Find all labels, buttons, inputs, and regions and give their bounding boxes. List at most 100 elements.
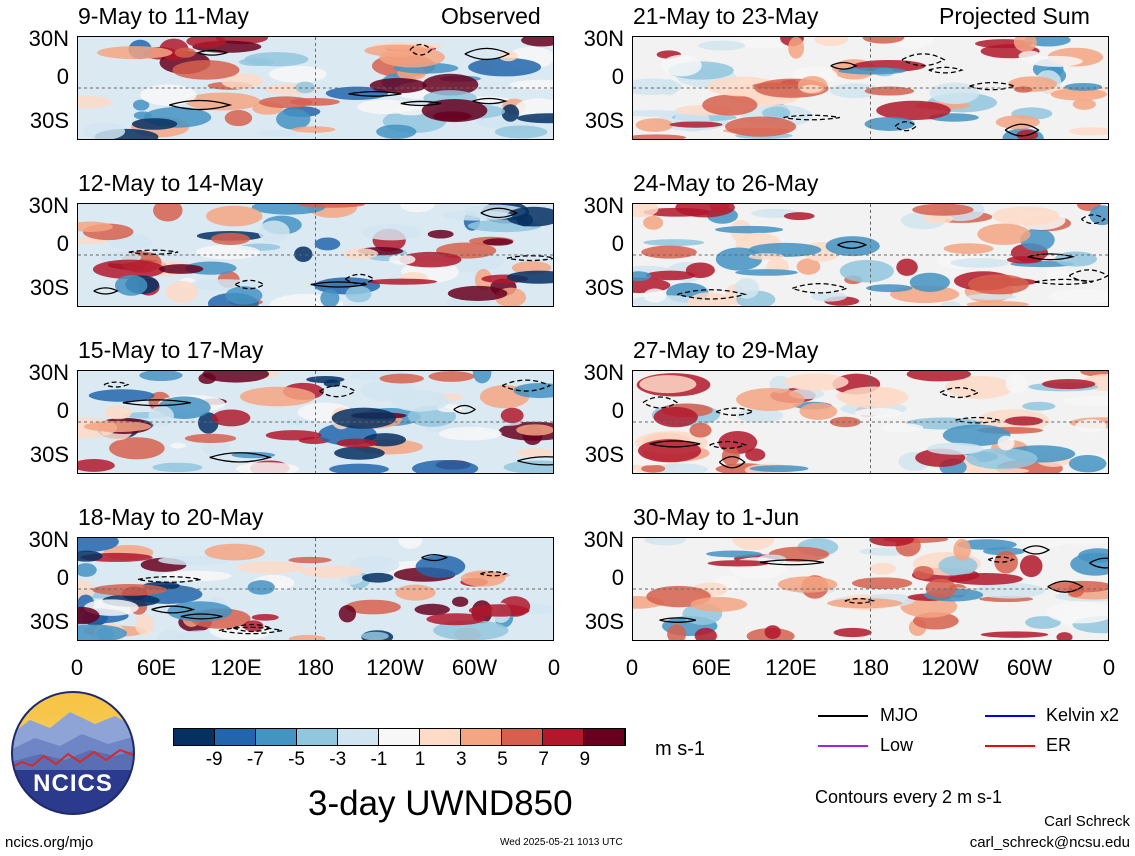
anomaly-blob — [184, 433, 237, 443]
author: Carl Schreck — [1044, 813, 1130, 830]
map-panel — [632, 203, 1109, 307]
anomaly-blob — [82, 122, 126, 139]
anomaly-blob — [506, 270, 553, 284]
anomaly-blob — [1062, 396, 1108, 407]
anomaly-blob — [506, 206, 553, 227]
anomaly-blob — [206, 205, 263, 227]
anomaly-blob — [336, 438, 378, 448]
colorbar-tick-label: -1 — [370, 749, 388, 770]
contour-line — [987, 556, 1015, 563]
anomaly-blob — [694, 627, 717, 640]
contour-line — [472, 97, 508, 105]
anomaly-blob — [876, 100, 951, 121]
anomaly-blob — [415, 555, 466, 578]
anomaly-blob — [869, 538, 915, 547]
anomaly-blob — [153, 204, 183, 222]
anomaly-blob — [399, 251, 462, 268]
anomaly-blob — [1006, 256, 1043, 264]
contour-line — [1089, 557, 1108, 569]
anomaly-blob — [78, 538, 119, 552]
panel-title: 27-May to 29-May — [633, 337, 819, 363]
y-tick-label: 0 — [611, 398, 624, 423]
anomaly-blob — [265, 430, 322, 441]
legend-er-line — [985, 745, 1035, 747]
anomaly-blob — [414, 603, 450, 616]
anomaly-blob — [172, 60, 240, 80]
anomaly-blob — [752, 82, 801, 89]
anomaly-blob — [361, 224, 422, 241]
anomaly-blob — [953, 538, 971, 561]
anomaly-blob — [1022, 401, 1056, 411]
anomaly-blob — [441, 210, 513, 221]
ncics-logo: NCICS — [10, 690, 136, 816]
anomaly-blob — [104, 405, 132, 420]
heatmap — [78, 371, 553, 473]
anomaly-blob — [749, 465, 809, 473]
panel-title: 18-May to 20-May — [78, 504, 264, 530]
anomaly-blob — [211, 409, 251, 427]
anomaly-blob — [160, 570, 232, 582]
anomaly-blob — [1048, 289, 1108, 305]
site-link[interactable]: ncics.org/mjo — [5, 834, 94, 851]
anomaly-blob — [685, 262, 715, 278]
anomaly-blob — [238, 57, 275, 67]
anomaly-blob — [390, 390, 450, 412]
anomaly-blob — [943, 243, 994, 255]
legend-low-label: Low — [880, 735, 914, 755]
anomaly-blob — [945, 375, 1014, 400]
anomaly-blob — [1025, 616, 1061, 629]
anomaly-blob — [503, 460, 553, 473]
heatmap — [633, 37, 1108, 139]
author-email[interactable]: carl_schreck@ncsu.edu — [969, 834, 1130, 851]
anomaly-blob — [482, 238, 514, 246]
anomaly-blob — [210, 232, 250, 245]
anomaly-blob — [269, 65, 327, 83]
anomaly-blob — [675, 204, 735, 218]
anomaly-blob — [811, 291, 847, 302]
anomaly-blob — [259, 96, 313, 109]
colorbar-swatch — [420, 729, 461, 745]
contour-line — [759, 559, 824, 566]
anomaly-blob — [966, 293, 1017, 300]
anomaly-blob — [967, 274, 1029, 295]
anomaly-blob — [515, 448, 553, 458]
anomaly-blob — [204, 543, 265, 561]
anomaly-blob — [379, 373, 424, 384]
anomaly-blob — [923, 213, 954, 224]
colorbar — [173, 728, 626, 746]
anomaly-blob — [1068, 454, 1107, 473]
contour-line — [409, 43, 433, 56]
anomaly-blob — [509, 79, 553, 90]
anomaly-blob — [426, 613, 485, 626]
contour-line — [1034, 278, 1093, 285]
x-tick-label: 60W — [451, 655, 498, 680]
map-panel — [632, 36, 1109, 140]
anomaly-blob — [948, 573, 1023, 585]
colorbar-tick-label: 7 — [538, 749, 549, 770]
anomaly-blob — [940, 301, 961, 306]
anomaly-blob — [231, 451, 276, 459]
anomaly-blob — [521, 37, 553, 47]
anomaly-blob — [1070, 552, 1108, 576]
anomaly-blob — [965, 448, 1038, 470]
anomaly-blob — [912, 204, 974, 216]
anomaly-blob — [251, 614, 279, 621]
map-panel — [632, 537, 1109, 641]
legend-er-label: ER — [1046, 735, 1072, 755]
contour-line — [234, 279, 266, 290]
anomaly-blob — [224, 109, 253, 127]
anomaly-blob — [1045, 266, 1070, 286]
anomaly-blob — [783, 212, 815, 220]
panel-title: 12-May to 14-May — [78, 170, 264, 196]
panel-title: 21-May to 23-May — [633, 3, 819, 29]
anomaly-blob — [376, 124, 417, 139]
anomaly-blob — [412, 459, 479, 473]
anomaly-blob — [1051, 538, 1107, 542]
anomaly-blob — [653, 406, 698, 428]
y-tick-label: 30N — [28, 26, 69, 51]
anomaly-blob — [633, 271, 652, 282]
anomaly-blob — [369, 77, 427, 94]
contour-line — [501, 379, 552, 392]
anomaly-blob — [152, 462, 203, 473]
anomaly-blob — [839, 259, 894, 283]
